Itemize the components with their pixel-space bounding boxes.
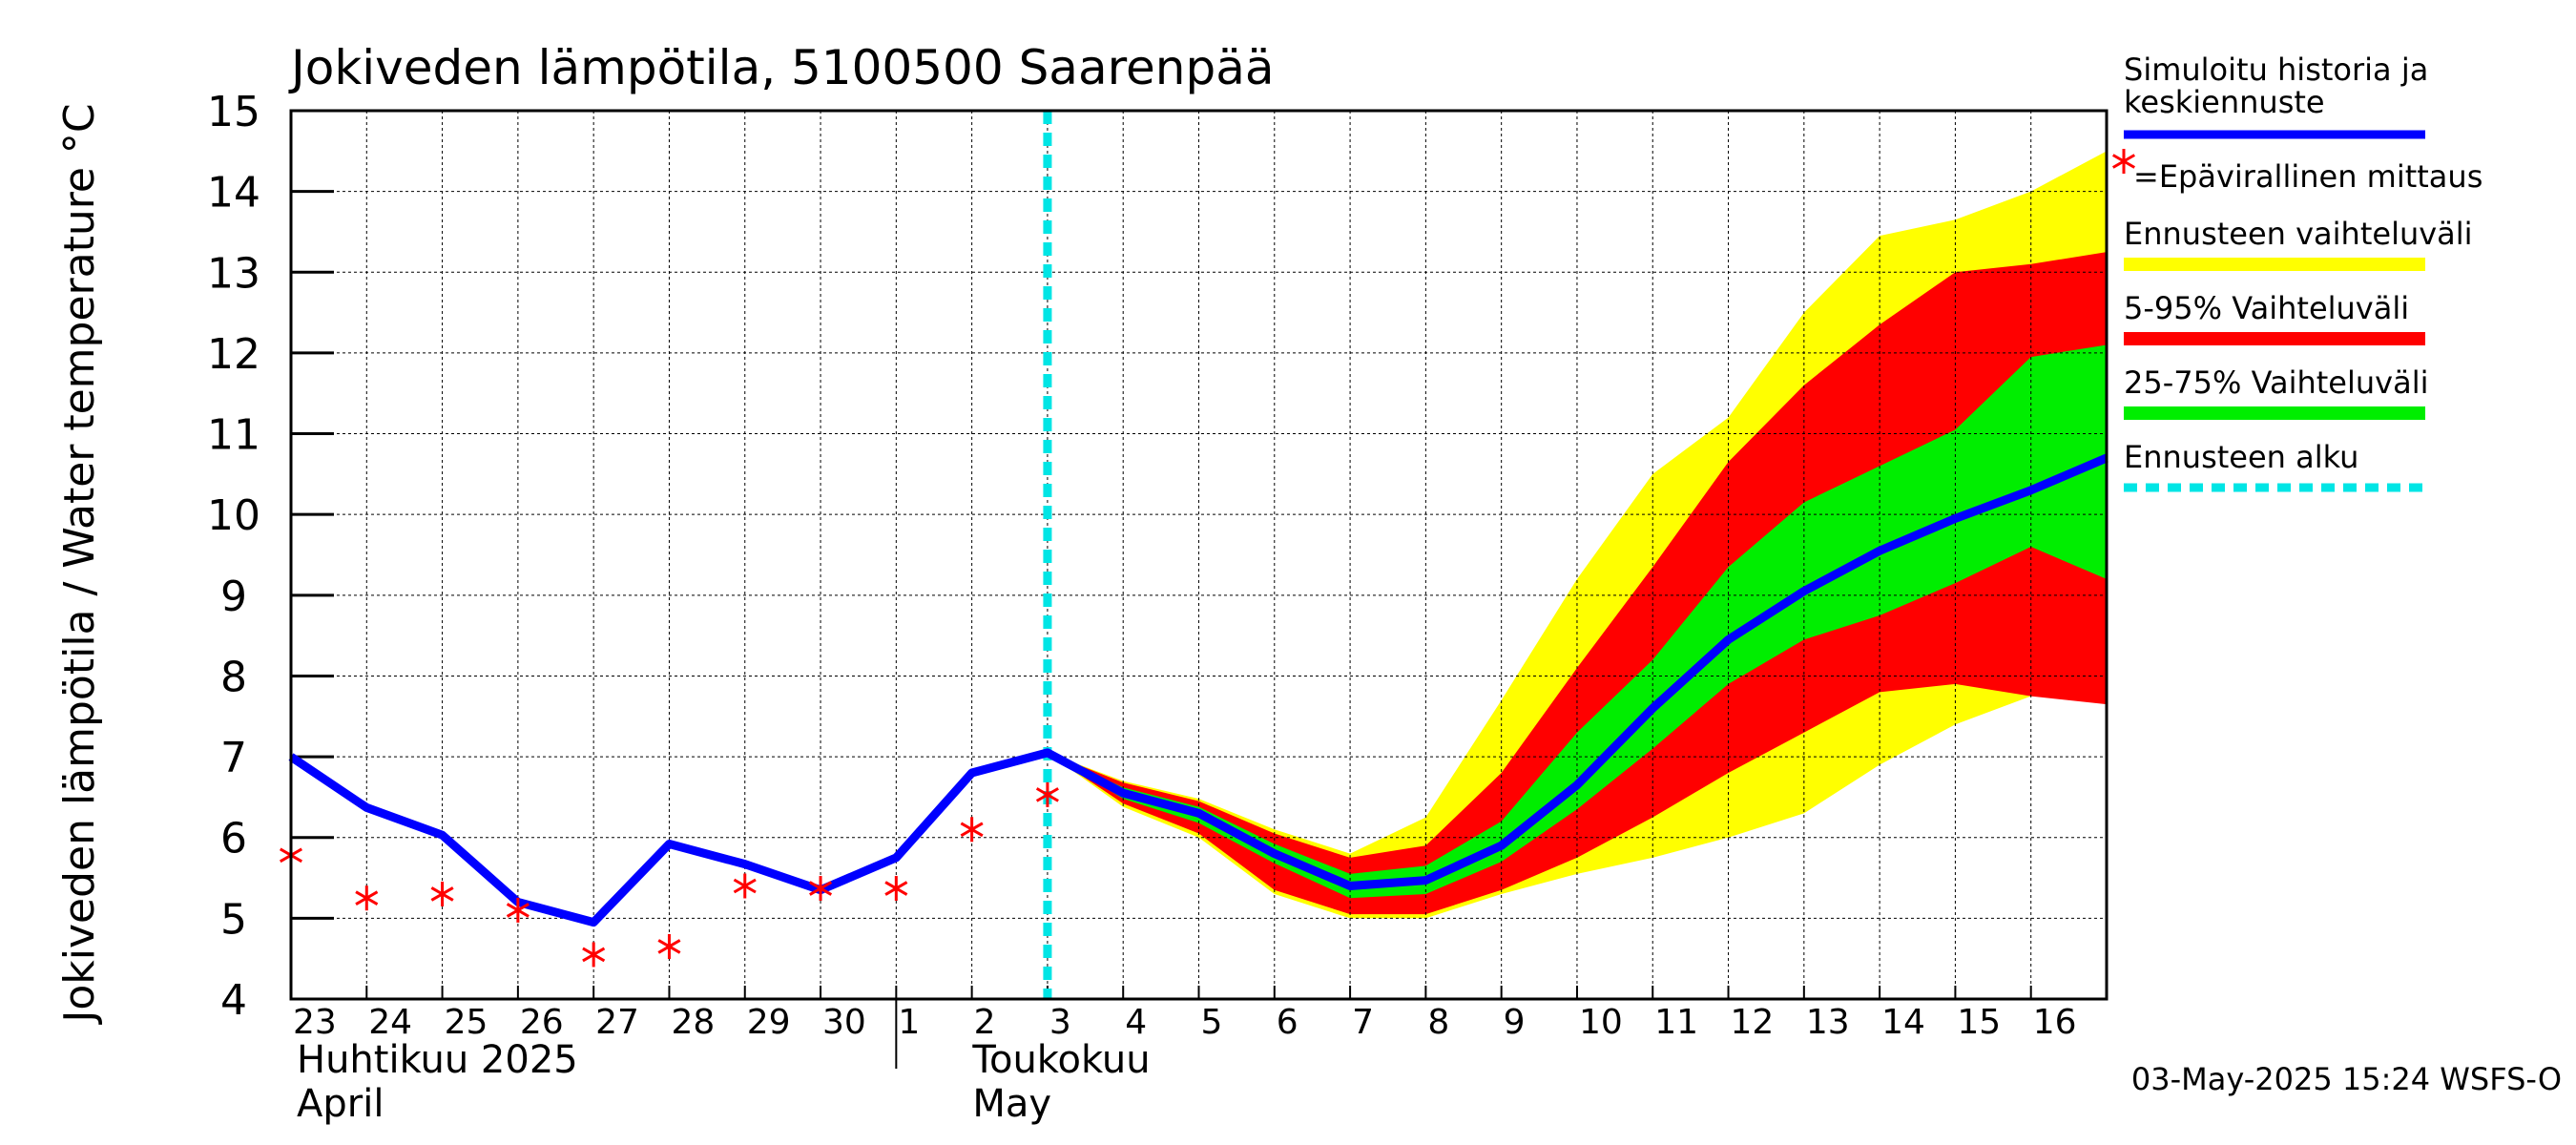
x-tick-label: 11 <box>1654 1003 1698 1042</box>
x-tick-label: 5 <box>1201 1003 1223 1042</box>
x-tick-label: 15 <box>1957 1003 2001 1042</box>
measurement-point <box>960 817 984 843</box>
month-label-fi: Huhtikuu 2025 <box>297 1038 578 1082</box>
star-stroke <box>733 878 757 894</box>
legend-label: keskiennuste <box>2124 84 2325 120</box>
star-stroke <box>582 947 606 963</box>
legend-label: Ennusteen vaihteluväli <box>2124 216 2473 252</box>
x-tick-label: 8 <box>1427 1003 1449 1042</box>
band-1 <box>1047 252 2107 915</box>
legend-swatch-band <box>2124 332 2425 345</box>
x-tick-label: 30 <box>822 1003 866 1042</box>
y-tick-label: 12 <box>207 330 260 379</box>
simulated-line <box>288 453 2109 927</box>
star-stroke <box>884 881 908 896</box>
star-stroke <box>2111 154 2136 169</box>
x-tick-label: 13 <box>1806 1003 1850 1042</box>
star-stroke <box>430 886 454 902</box>
star-stroke <box>657 939 681 954</box>
measurement-point <box>733 873 757 899</box>
chart-title: Jokiveden lämpötila, 5100500 Saarenpää <box>288 40 1275 95</box>
x-tick-label: 25 <box>445 1003 488 1042</box>
x-tick-label: 16 <box>2033 1003 2077 1042</box>
legend-swatch-band <box>2124 258 2425 271</box>
x-tick-label: 24 <box>368 1003 412 1042</box>
star-stroke <box>1035 787 1059 802</box>
month-label-en: April <box>297 1082 384 1126</box>
y-tick-label: 7 <box>220 734 247 782</box>
star-stroke <box>506 903 530 918</box>
measurement-point <box>809 876 833 902</box>
x-tick-label: 7 <box>1352 1003 1374 1042</box>
x-tick-label: 9 <box>1504 1003 1526 1042</box>
x-tick-label: 2 <box>974 1003 996 1042</box>
x-tick-label: 29 <box>747 1003 791 1042</box>
measurement-point <box>582 942 606 968</box>
measurement-point <box>657 933 681 959</box>
x-tick-label: 10 <box>1579 1003 1623 1042</box>
y-tick-label: 11 <box>207 411 260 460</box>
x-tick-label: 3 <box>1049 1003 1071 1042</box>
x-tick-label: 12 <box>1731 1003 1775 1042</box>
legend-label: 25-75% Vaihteluväli <box>2124 364 2428 401</box>
y-tick-label: 6 <box>220 815 247 864</box>
band-0 <box>1047 151 2107 919</box>
y-tick-label: 13 <box>207 249 260 298</box>
y-tick-label: 8 <box>220 653 247 701</box>
x-tick-label: 6 <box>1277 1003 1298 1042</box>
y-tick-label: 9 <box>220 572 247 621</box>
timestamp: 03-May-2025 15:24 WSFS-O <box>2131 1061 2562 1097</box>
month-label-en: May <box>972 1082 1051 1126</box>
star-stroke <box>809 881 833 896</box>
x-tick-label: 23 <box>293 1003 337 1042</box>
y-tick-label: 10 <box>207 491 260 540</box>
measurement-point <box>355 885 379 911</box>
star-stroke <box>960 822 984 838</box>
y-tick-label: 15 <box>207 88 260 136</box>
x-tick-label: 28 <box>671 1003 715 1042</box>
x-tick-label: 1 <box>898 1003 920 1042</box>
y-tick-label: 14 <box>207 169 260 218</box>
legend-label: =Epävirallinen mittaus <box>2133 158 2483 195</box>
measurement-point <box>884 876 908 902</box>
star-stroke <box>355 890 379 906</box>
x-tick-label: 26 <box>520 1003 564 1042</box>
x-tick-label: 14 <box>1881 1003 1925 1042</box>
grid <box>291 111 2107 999</box>
y-tick-label: 4 <box>220 976 247 1025</box>
y-tick-label: 5 <box>220 895 247 944</box>
y-axis-label: Jokiveden lämpötila / Water temperature … <box>55 103 104 1025</box>
legend-swatch-band <box>2124 406 2425 420</box>
month-label-fi: Toukokuu <box>971 1038 1150 1082</box>
measurement-point <box>1035 781 1059 807</box>
plot-frame <box>289 109 2109 1001</box>
measurement-point <box>430 881 454 906</box>
x-tick-label: 27 <box>595 1003 639 1042</box>
legend-label: Simuloitu historia ja <box>2124 52 2428 88</box>
measurement-point <box>2111 149 2136 174</box>
x-tick-label: 4 <box>1125 1003 1147 1042</box>
measurement-point <box>506 897 530 923</box>
legend-label: Ennusteen alku <box>2124 439 2358 475</box>
legend-label: 5-95% Vaihteluväli <box>2124 290 2409 326</box>
